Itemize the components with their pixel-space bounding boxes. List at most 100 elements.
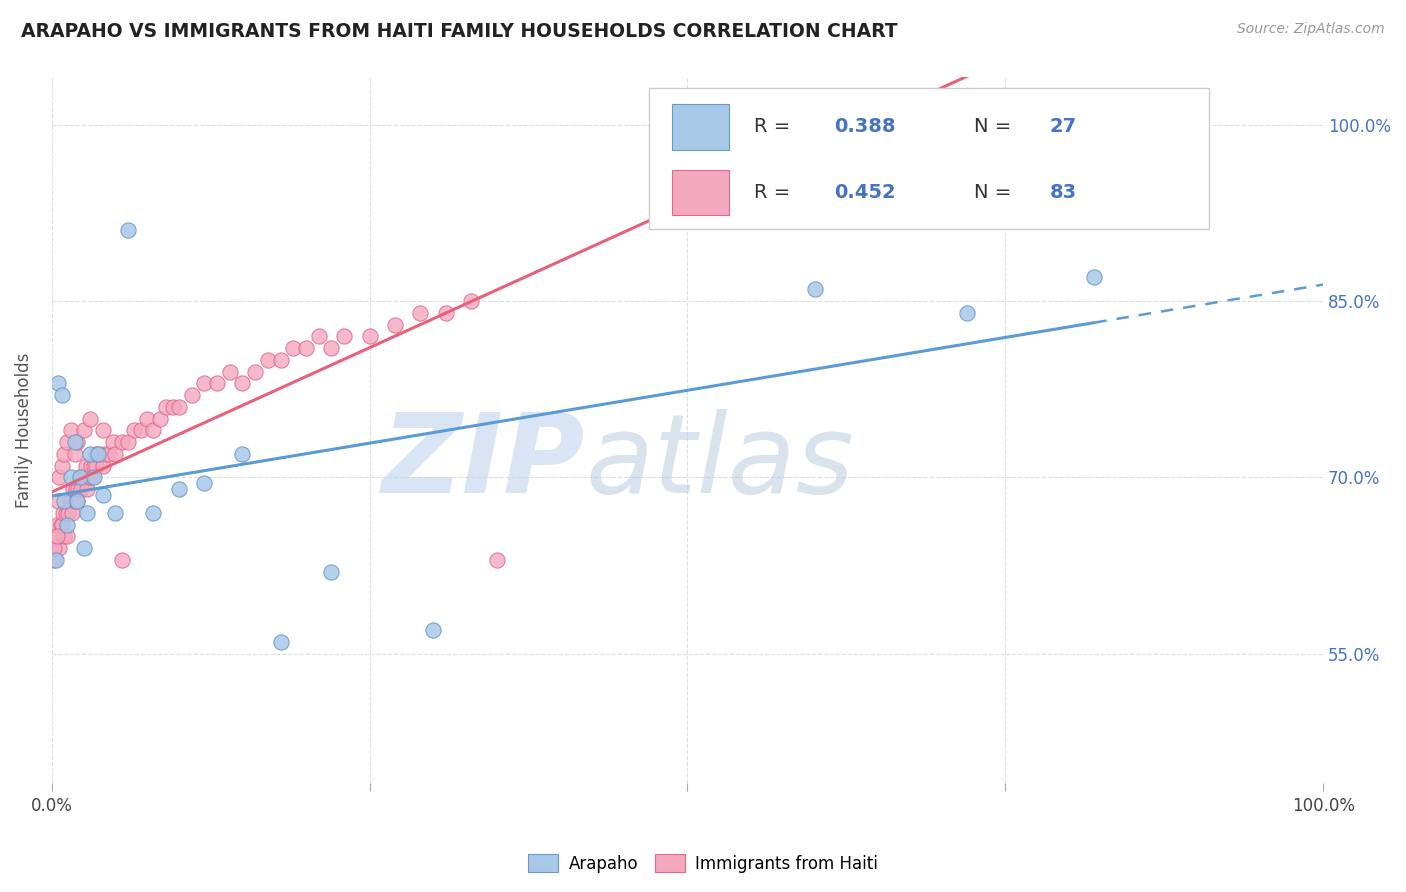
Text: R =: R = bbox=[754, 183, 796, 202]
Point bbox=[66, 494, 89, 508]
Point bbox=[308, 329, 330, 343]
Y-axis label: Family Households: Family Households bbox=[15, 352, 32, 508]
Bar bbox=[672, 169, 730, 216]
Point bbox=[384, 318, 406, 332]
Point bbox=[45, 529, 67, 543]
Point bbox=[77, 470, 100, 484]
Point bbox=[142, 506, 165, 520]
Point bbox=[155, 400, 177, 414]
Point bbox=[42, 541, 65, 555]
Point bbox=[48, 470, 70, 484]
Point bbox=[72, 470, 94, 484]
Point bbox=[80, 458, 103, 473]
Point bbox=[409, 306, 432, 320]
Point bbox=[83, 458, 105, 473]
Point bbox=[63, 435, 86, 450]
Point bbox=[803, 282, 825, 296]
Point bbox=[193, 476, 215, 491]
Point bbox=[124, 424, 146, 438]
Point bbox=[53, 529, 76, 543]
Text: 0.452: 0.452 bbox=[834, 183, 896, 202]
Point bbox=[257, 352, 280, 367]
Point bbox=[97, 447, 120, 461]
Point bbox=[167, 400, 190, 414]
Point bbox=[460, 293, 482, 308]
Text: ARAPAHO VS IMMIGRANTS FROM HAITI FAMILY HOUSEHOLDS CORRELATION CHART: ARAPAHO VS IMMIGRANTS FROM HAITI FAMILY … bbox=[21, 22, 897, 41]
Point bbox=[51, 388, 73, 402]
Point bbox=[359, 329, 381, 343]
Text: R =: R = bbox=[754, 118, 796, 136]
Point bbox=[59, 470, 82, 484]
Point bbox=[48, 541, 70, 555]
Point bbox=[91, 424, 114, 438]
Point bbox=[485, 553, 508, 567]
Point bbox=[49, 517, 72, 532]
Text: 0.388: 0.388 bbox=[834, 118, 896, 136]
Text: N =: N = bbox=[973, 183, 1017, 202]
Point bbox=[72, 470, 94, 484]
Point bbox=[45, 517, 67, 532]
Point bbox=[84, 447, 107, 461]
Point bbox=[46, 376, 69, 391]
Point bbox=[76, 482, 98, 496]
Point bbox=[62, 482, 84, 496]
Text: 83: 83 bbox=[1050, 183, 1077, 202]
Point bbox=[72, 424, 94, 438]
Text: atlas: atlas bbox=[586, 409, 855, 516]
Point bbox=[53, 494, 76, 508]
Text: 27: 27 bbox=[1050, 118, 1077, 136]
Point bbox=[59, 494, 82, 508]
Point bbox=[63, 494, 86, 508]
Point bbox=[79, 447, 101, 461]
Point bbox=[101, 435, 124, 450]
Point bbox=[45, 529, 67, 543]
Point bbox=[295, 341, 318, 355]
Point bbox=[243, 365, 266, 379]
Point bbox=[1083, 270, 1105, 285]
Point bbox=[149, 411, 172, 425]
Point bbox=[65, 482, 87, 496]
Point bbox=[52, 506, 75, 520]
Text: Source: ZipAtlas.com: Source: ZipAtlas.com bbox=[1237, 22, 1385, 37]
Point bbox=[59, 424, 82, 438]
Point bbox=[45, 553, 67, 567]
Point bbox=[434, 306, 457, 320]
Point bbox=[44, 553, 66, 567]
Point bbox=[76, 506, 98, 520]
Point bbox=[79, 411, 101, 425]
Point bbox=[94, 447, 117, 461]
Point bbox=[56, 435, 79, 450]
FancyBboxPatch shape bbox=[650, 88, 1209, 229]
Point bbox=[72, 541, 94, 555]
Point bbox=[321, 341, 343, 355]
Point bbox=[69, 470, 91, 484]
Point bbox=[51, 517, 73, 532]
Point bbox=[91, 458, 114, 473]
Point bbox=[129, 424, 152, 438]
Point bbox=[66, 494, 89, 508]
Point bbox=[91, 488, 114, 502]
Point bbox=[73, 470, 96, 484]
Point bbox=[75, 458, 97, 473]
Point bbox=[53, 447, 76, 461]
Point bbox=[56, 517, 79, 532]
Point bbox=[162, 400, 184, 414]
Point bbox=[86, 447, 108, 461]
Point bbox=[44, 541, 66, 555]
Point bbox=[270, 352, 292, 367]
Point bbox=[70, 482, 93, 496]
Point bbox=[117, 223, 139, 237]
Point bbox=[142, 424, 165, 438]
Point bbox=[321, 565, 343, 579]
Point bbox=[82, 470, 104, 484]
Point bbox=[205, 376, 228, 391]
Bar bbox=[672, 103, 730, 150]
Point bbox=[167, 482, 190, 496]
Point bbox=[180, 388, 202, 402]
Point bbox=[956, 306, 979, 320]
Point bbox=[66, 435, 89, 450]
Point bbox=[104, 506, 127, 520]
Point bbox=[231, 447, 253, 461]
Point bbox=[270, 635, 292, 649]
Point bbox=[193, 376, 215, 391]
